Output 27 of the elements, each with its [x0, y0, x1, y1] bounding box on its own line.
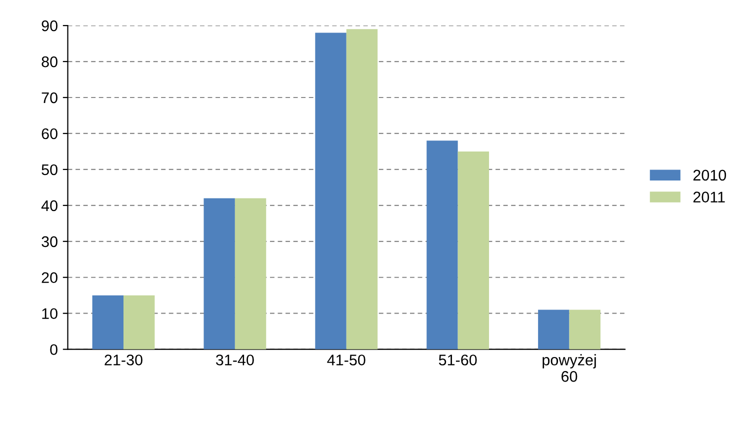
y-tick-label: 0: [50, 344, 58, 356]
bar: [458, 151, 490, 350]
x-tick-label: powyżej 60: [542, 354, 596, 382]
y-tick-label: 60: [42, 128, 58, 140]
y-tick-label: 50: [42, 164, 58, 176]
y-tick-label: 40: [41, 200, 58, 212]
y-tick-label: 90: [42, 20, 58, 32]
y-tick-label: 30: [42, 236, 58, 248]
bar: [346, 29, 378, 350]
x-tick-label: 31-40: [216, 354, 254, 366]
y-tick-label: 80: [42, 56, 58, 68]
x-tick-label: 41-50: [327, 354, 366, 366]
y-tick-label: 10: [42, 308, 58, 320]
bar: [569, 310, 600, 350]
y-tick-label: 20: [42, 272, 58, 284]
x-tick-label: 51-60: [438, 354, 477, 366]
bar: [204, 198, 235, 350]
bar: [426, 140, 458, 350]
bar: [538, 310, 570, 350]
bar: [234, 198, 266, 350]
bar: [92, 295, 124, 350]
x-tick-label: 21-30: [104, 354, 142, 366]
bar: [123, 295, 155, 350]
legend-label: 2010: [693, 170, 726, 181]
legend-label: 2011: [693, 192, 725, 202]
y-tick-label: 70: [42, 92, 58, 104]
bar: [315, 32, 346, 350]
